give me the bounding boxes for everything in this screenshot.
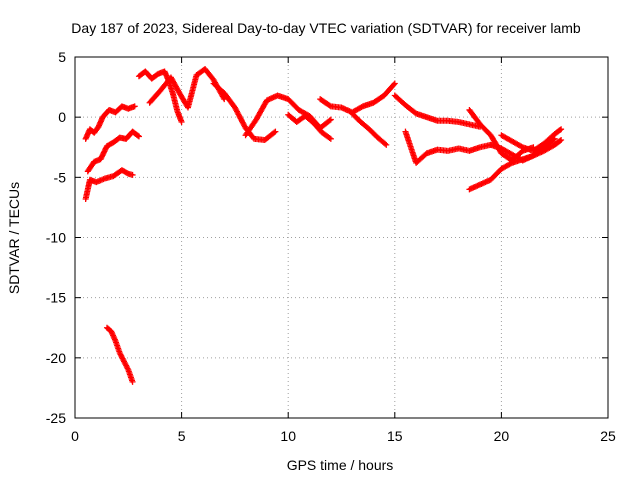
x-axis-label: GPS time / hours xyxy=(287,457,394,473)
series-arc-09 xyxy=(285,111,334,142)
y-tick-label: -20 xyxy=(46,350,66,366)
data-point xyxy=(518,143,525,150)
data-point xyxy=(557,127,564,134)
series-arc-10 xyxy=(317,80,398,116)
x-tick-label: 20 xyxy=(494,428,510,444)
data-point xyxy=(558,137,565,144)
series-arc-04 xyxy=(103,324,136,385)
x-tick-label: 10 xyxy=(280,428,296,444)
data-point xyxy=(272,128,279,135)
axis-ticks: 0 5 10 15 20 25 -25 -20 -15 -10 -5 0 5 xyxy=(46,49,616,444)
data-point xyxy=(551,135,558,142)
y-axis-label: SDTVAR / TECUs xyxy=(6,182,22,294)
data-point xyxy=(178,118,185,125)
data-point xyxy=(550,136,557,143)
data-point xyxy=(326,102,333,109)
data-point xyxy=(390,81,397,88)
data-point xyxy=(129,171,136,178)
series-arc-01 xyxy=(82,103,138,142)
data-point xyxy=(326,117,333,124)
x-tick-label: 15 xyxy=(387,428,403,444)
series-arc-12 xyxy=(391,92,484,130)
series-arc-03 xyxy=(82,167,136,202)
data-point xyxy=(557,137,564,144)
data-point xyxy=(135,133,142,140)
x-tick-label: 25 xyxy=(600,428,616,444)
data-point xyxy=(131,103,138,110)
data-point xyxy=(129,378,136,385)
y-tick-label: -25 xyxy=(46,410,66,426)
y-tick-label: 0 xyxy=(58,109,66,125)
y-tick-label: -10 xyxy=(46,230,66,246)
data-point xyxy=(391,80,398,87)
series-arc-11 xyxy=(349,110,390,148)
data-point xyxy=(327,135,334,142)
data-point xyxy=(134,132,141,139)
data-point xyxy=(271,129,278,136)
y-tick-label: 5 xyxy=(58,49,66,65)
series-arc-02 xyxy=(84,128,142,175)
x-tick-label: 5 xyxy=(178,428,186,444)
data-point xyxy=(507,160,514,167)
data-point xyxy=(327,116,334,123)
y-tick-label: -5 xyxy=(54,169,67,185)
plot-area xyxy=(82,66,565,385)
series-arc-17 xyxy=(487,135,558,164)
y-tick-label: -15 xyxy=(46,290,66,306)
data-point xyxy=(326,134,333,141)
x-tick-label: 0 xyxy=(71,428,79,444)
data-point xyxy=(124,170,131,177)
data-point xyxy=(383,141,390,148)
data-point xyxy=(358,104,365,111)
series-arc-13 xyxy=(402,128,494,166)
data-point xyxy=(558,126,565,133)
chart-title: Day 187 of 2023, Sidereal Day-to-day VTE… xyxy=(71,20,581,36)
data-point xyxy=(382,140,389,147)
